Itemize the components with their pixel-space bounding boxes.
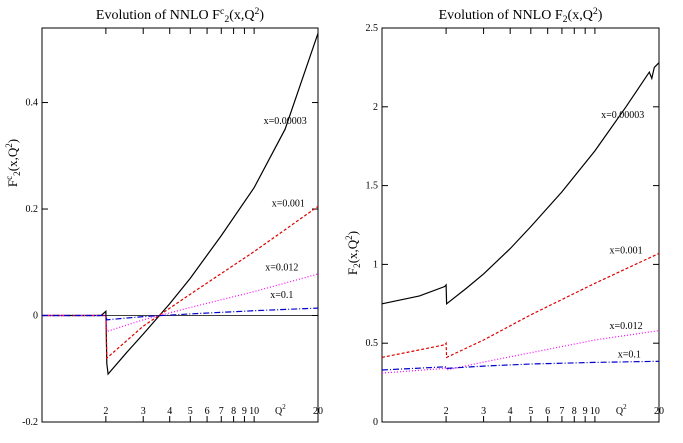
x-tick-label: 7 (219, 406, 224, 417)
x-tick-label: 6 (545, 406, 550, 417)
x-tick-label: 10 (249, 406, 259, 417)
x-tick-label: 5 (528, 406, 533, 417)
y-tick-label: 0 (33, 311, 38, 322)
x-tick-label: 8 (572, 406, 577, 417)
x-tick-label: 9 (583, 406, 588, 417)
x-tick-label: 20 (654, 406, 664, 417)
y-tick-label: -0.2 (22, 417, 38, 428)
x-tick-label: 8 (231, 406, 236, 417)
series-line-4 (381, 360, 660, 371)
series-line-2 (42, 205, 319, 360)
y-tick-label: 2.5 (366, 23, 379, 34)
chart-title: Evolution of NNLO F2(x,Q2) (439, 6, 603, 25)
y-tick-label: 1 (373, 259, 378, 270)
x-axis-label: Q2 (616, 403, 627, 417)
plot-frame (381, 27, 660, 423)
plot-frame (41, 27, 319, 423)
x-tick-label: 6 (205, 406, 210, 417)
x-tick-label: 7 (559, 406, 564, 417)
series-annotation: x=0.1 (618, 349, 641, 360)
y-tick-label: 0 (373, 417, 378, 428)
series-annotation: x=0.00003 (601, 110, 644, 121)
y-tick-label: 0.2 (26, 204, 39, 215)
x-tick-label: 9 (242, 406, 247, 417)
series-line-3 (42, 273, 319, 333)
x-tick-label: 3 (141, 406, 146, 417)
series-line-3 (381, 330, 660, 374)
series-line-1 (42, 33, 319, 376)
y-tick-label: 0.5 (366, 338, 379, 349)
series-annotation: x=0.1 (270, 290, 293, 301)
chart-title: Evolution of NNLO Fc2(x,Q2) (96, 6, 265, 25)
series-annotation: x=0.00003 (264, 116, 307, 127)
y-tick-label: 0.4 (26, 98, 39, 109)
chart-panel-1: 2 3 4 5 6 7 8 9 10 20 -0.2 0 0.2 0.4 x=0.00003 x=0.001 x… (4, 6, 323, 428)
x-tick-label: 2 (444, 406, 449, 417)
x-tick-label: 4 (508, 406, 513, 417)
series-annotation: x=0.001 (609, 245, 642, 256)
x-tick-label: 2 (103, 406, 108, 417)
y-axis-label: F2(x,Q2) (344, 231, 362, 275)
y-tick-label: 2 (373, 102, 378, 113)
y-axis-label: Fc2(x,Q2) (4, 139, 22, 187)
series-line-2 (381, 252, 660, 359)
series-line-4 (42, 307, 319, 321)
x-tick-label: 5 (188, 406, 193, 417)
series-line-1 (381, 62, 660, 306)
x-tick-label: 4 (167, 406, 172, 417)
chart-panel-2: 2 3 4 5 6 7 8 9 10 20 0 0.5 1 1.5 2 2.5 x=0.00003 x=0.001… (344, 6, 664, 428)
series-annotation: x=0.012 (609, 321, 642, 332)
y-tick-label: 1.5 (366, 181, 379, 192)
x-tick-label: 20 (313, 406, 323, 417)
x-tick-label: 3 (481, 406, 486, 417)
series-annotation: x=0.012 (265, 262, 298, 273)
series-annotation: x=0.001 (272, 198, 305, 209)
x-axis-label: Q2 (275, 403, 286, 417)
x-tick-label: 10 (590, 406, 600, 417)
